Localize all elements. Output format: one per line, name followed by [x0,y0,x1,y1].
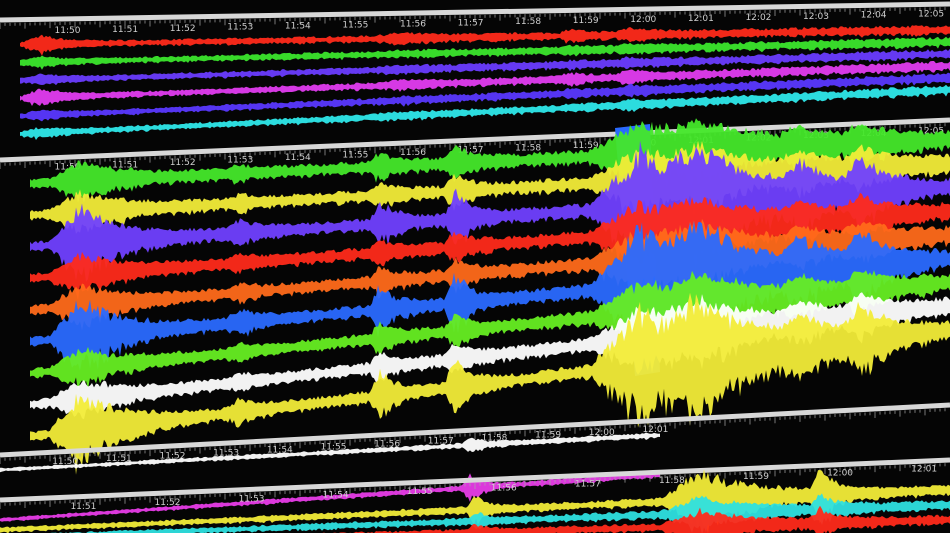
seismic-trace [30,292,950,475]
seismic-trace [20,36,950,70]
time-label: 11:59 [743,472,769,482]
time-label: 12:00 [827,468,853,478]
time-label: 11:50 [55,163,81,173]
time-label: 11:52 [160,451,186,461]
time-label: 11:57 [458,146,484,156]
panel-border [0,117,950,163]
time-label: 11:53 [227,23,253,33]
time-label: 11:54 [323,491,349,501]
seismic-trace [322,505,950,533]
time-label: 11:54 [267,445,293,455]
seismic-trace [30,270,950,391]
time-label: 11:52 [170,24,196,34]
panel-bottom: 11:51 11:52 11:53 11:54 11:55 11:56 11:57 11:58… [0,457,950,533]
time-label: 11:53 [227,155,253,165]
panel-border [0,402,950,458]
time-label: 11:58 [515,143,541,153]
time-label: 12:05 [918,10,944,20]
time-label: 11:55 [407,487,433,497]
time-label: 11:59 [535,431,561,441]
time-label: 11:51 [112,160,138,170]
time-label: 11:57 [458,18,484,28]
time-label: 11:58 [515,17,541,27]
time-label: 12:05 [918,126,944,136]
time-label: 11:57 [428,437,454,447]
time-label: 11:57 [575,480,601,490]
panel-top: 11:50 11:51 11:52 11:53 11:54 11:55 11:56 11:57… [0,1,950,140]
seismic-trace [0,432,660,473]
time-label: 12:00 [589,428,615,438]
time-label: 12:00 [630,15,656,25]
time-label: 12:01 [688,14,714,24]
time-label: 11:52 [155,498,181,508]
seismic-trace [0,469,950,533]
seismic-trace [50,493,950,533]
time-label: 11:58 [659,476,685,486]
time-label: 11:54 [285,153,311,163]
time-label: 11:50 [52,457,78,467]
time-label: 11:54 [285,22,311,32]
time-label: 11:53 [239,494,265,504]
time-label: 11:56 [400,19,426,29]
panel-border [0,457,950,503]
seismic-trace [20,72,950,122]
time-label: 11:50 [55,26,81,36]
time-label: 11:53 [213,448,239,458]
time-label: 11:52 [170,158,196,168]
time-label: 11:56 [491,483,517,493]
seismic-trace [20,61,950,106]
time-label: 11:56 [400,148,426,158]
time-label: 11:58 [481,434,507,444]
seismic-trace [20,84,950,140]
time-label: 11:51 [106,454,132,464]
time-label: 12:03 [803,12,829,22]
seismic-trace [30,220,950,371]
seismic-trace [20,48,950,86]
time-label: 11:55 [342,151,368,161]
time-label: 11:55 [342,21,368,31]
panel-middle: 11:50 11:51 11:52 11:53 11:54 11:55 11:56 11:57… [0,117,950,475]
time-label: 11:56 [374,440,400,450]
time-label: 12:02 [745,13,771,23]
time-label: 11:51 [112,25,138,35]
seismic-trace [20,25,950,56]
time-label: 11:51 [70,502,96,512]
time-label: 11:59 [573,16,599,26]
panel-border [0,1,950,23]
time-label: 11:55 [320,442,346,452]
time-label: 12:04 [861,11,887,21]
time-label: 11:59 [573,141,599,151]
seismic-trace [30,192,950,301]
time-label: 12:01 [911,465,937,475]
time-label: 12:01 [642,425,668,435]
